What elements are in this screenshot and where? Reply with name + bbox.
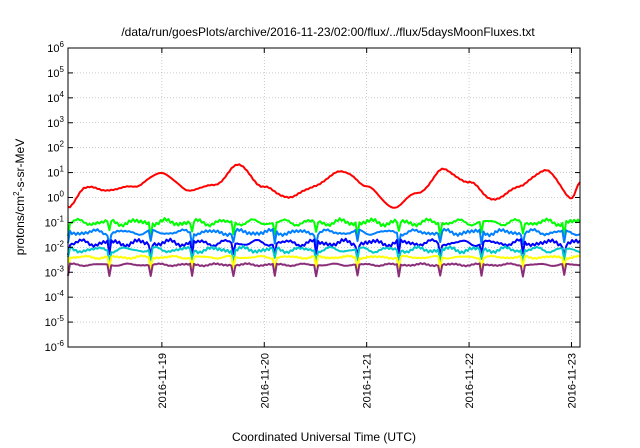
series-line — [67, 217, 581, 238]
y-tick-label: 101 — [47, 165, 64, 180]
series-line — [67, 163, 581, 209]
series-line — [67, 227, 581, 247]
y-axis-label: protons/cm2-s-sr-MeV — [12, 139, 27, 255]
y-tick-label: 104 — [47, 90, 64, 105]
y-tick-mantissa: 10 — [45, 267, 57, 279]
axis-ticks — [68, 47, 580, 348]
y-tick-exponent: -1 — [57, 214, 65, 223]
y-tick-label: 10-3 — [45, 264, 65, 279]
y-tick-mantissa: 10 — [45, 242, 57, 254]
y-axis-label-prefix: protons/cm — [13, 196, 27, 255]
y-tick-exponent: -5 — [57, 314, 65, 323]
series-line — [67, 237, 581, 257]
y-tick-exponent: -3 — [57, 264, 65, 273]
y-tick-label: 10-4 — [45, 289, 65, 304]
y-tick-mantissa: 10 — [47, 143, 59, 155]
y-tick-exponent: -4 — [57, 289, 65, 298]
y-tick-exponent: 3 — [60, 115, 65, 124]
y-tick-mantissa: 10 — [47, 193, 59, 205]
y-tick-mantissa: 10 — [47, 118, 59, 130]
y-tick-exponent: -6 — [57, 339, 65, 348]
series-line — [67, 262, 581, 278]
y-tick-exponent: 5 — [60, 65, 65, 74]
y-tick-mantissa: 10 — [47, 43, 59, 55]
y-tick-exponent: 0 — [60, 190, 65, 199]
y-tick-label: 10-5 — [45, 314, 65, 329]
y-tick-labels: 10-610-510-410-310-210-11001011021031041… — [45, 40, 65, 354]
x-tick-label: 2016-11-23 — [566, 353, 578, 408]
x-tick-label: 2016-11-20 — [259, 353, 271, 408]
x-tick-labels: 2016-11-19 2016-11-20 2016-11-21 2016-11-22… — [157, 353, 579, 408]
y-tick-exponent: 2 — [60, 140, 65, 149]
series-line — [67, 244, 581, 265]
y-tick-mantissa: 10 — [45, 217, 57, 229]
series-line — [67, 254, 581, 272]
grid-lines — [68, 47, 580, 348]
y-tick-label: 102 — [47, 140, 64, 155]
y-tick-exponent: 6 — [60, 40, 65, 49]
y-tick-label: 100 — [47, 190, 64, 205]
x-tick-label: 2016-11-22 — [464, 353, 476, 408]
y-tick-label: 10-2 — [45, 239, 65, 254]
y-tick-label: 105 — [47, 65, 64, 80]
x-tick-label: 2016-11-19 — [157, 353, 169, 408]
y-tick-mantissa: 10 — [47, 93, 59, 105]
y-tick-mantissa: 10 — [45, 342, 57, 354]
x-axis-label: Coordinated Universal Time (UTC) — [232, 430, 416, 444]
y-tick-exponent: -2 — [57, 239, 65, 248]
y-tick-label: 10-1 — [45, 214, 65, 229]
x-tick-label: 2016-11-21 — [362, 353, 374, 408]
series-layer — [67, 163, 581, 278]
y-tick-mantissa: 10 — [45, 292, 57, 304]
y-tick-exponent: 1 — [60, 165, 65, 174]
y-tick-label: 106 — [47, 40, 64, 55]
y-tick-exponent: 4 — [60, 90, 65, 99]
y-tick-mantissa: 10 — [47, 168, 59, 180]
y-tick-label: 10-6 — [45, 339, 65, 354]
chart-title: /data/run/goesPlots/archive/2016-11-23/0… — [121, 25, 535, 39]
y-tick-label: 103 — [47, 115, 64, 130]
y-tick-mantissa: 10 — [47, 68, 59, 80]
y-axis-label-superscript: 2 — [12, 191, 21, 196]
y-axis-label-suffix: -s-sr-MeV — [13, 139, 27, 192]
y-tick-mantissa: 10 — [45, 317, 57, 329]
